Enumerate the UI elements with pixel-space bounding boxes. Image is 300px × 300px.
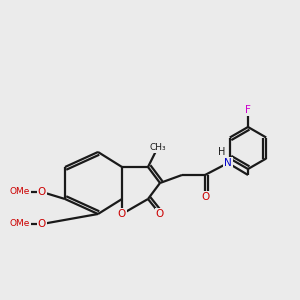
Text: H: H bbox=[218, 147, 226, 157]
Text: O: O bbox=[38, 187, 46, 197]
Text: O: O bbox=[201, 192, 209, 202]
Text: CH₃: CH₃ bbox=[150, 142, 166, 152]
Text: N: N bbox=[224, 158, 232, 168]
Text: O: O bbox=[38, 219, 46, 229]
Text: O: O bbox=[156, 209, 164, 219]
Text: OMe: OMe bbox=[10, 220, 30, 229]
Text: F: F bbox=[245, 105, 251, 115]
Text: O: O bbox=[118, 209, 126, 219]
Text: OMe: OMe bbox=[10, 188, 30, 196]
